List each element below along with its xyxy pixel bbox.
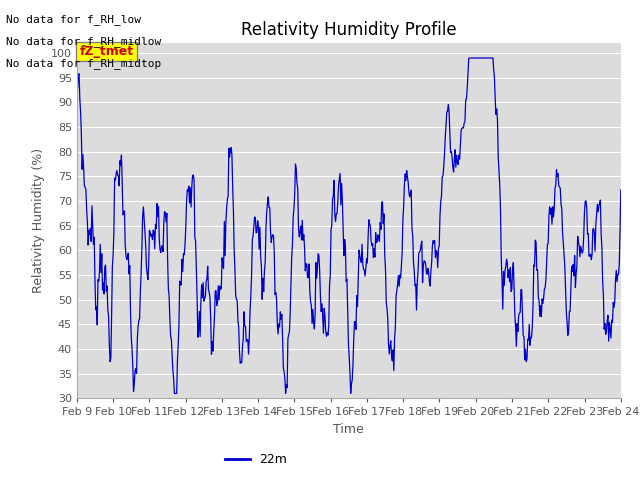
Text: No data for f_RH_midtop: No data for f_RH_midtop	[6, 58, 162, 69]
Text: No data for f_RH_low: No data for f_RH_low	[6, 14, 141, 25]
Title: Relativity Humidity Profile: Relativity Humidity Profile	[241, 21, 456, 39]
Text: No data for f_RH_midlow: No data for f_RH_midlow	[6, 36, 162, 47]
X-axis label: Time: Time	[333, 423, 364, 436]
Legend: 22m: 22m	[220, 448, 292, 471]
Y-axis label: Relativity Humidity (%): Relativity Humidity (%)	[33, 148, 45, 293]
Text: fZ_tmet: fZ_tmet	[79, 45, 134, 58]
